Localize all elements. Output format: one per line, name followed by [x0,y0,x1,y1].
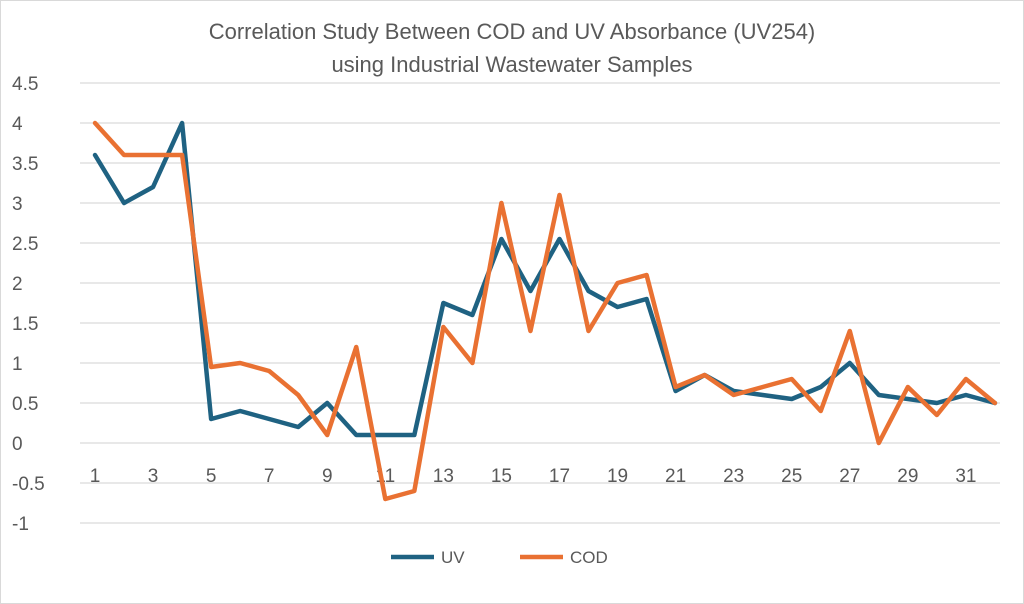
x-tick-label: 13 [433,466,454,487]
x-tick-label: 5 [206,466,217,487]
y-axis-ticks: -1 -0.5 0 0.5 1 1.5 2 2.5 3 3.5 4 4.5 [12,74,45,535]
x-tick-label: 25 [781,466,802,487]
x-tick-label: 15 [491,466,512,487]
x-tick-label: 19 [607,466,628,487]
x-tick-label: 9 [322,466,333,487]
y-tick-label: 0.5 [12,394,38,415]
y-tick-label: 2 [12,274,23,295]
y-tick-label: -0.5 [12,474,45,495]
gridlines [80,83,1000,523]
y-tick-label: 3 [12,194,23,215]
x-tick-label: 29 [897,466,918,487]
x-tick-label: 31 [955,466,976,487]
x-tick-label: 3 [148,466,159,487]
line-chart: Correlation Study Between COD and UV Abs… [0,0,1024,604]
x-tick-label: 27 [839,466,860,487]
x-tick-label: 23 [723,466,744,487]
x-tick-label: 21 [665,466,686,487]
y-tick-label: 0 [12,434,23,455]
chart-subtitle: using Industrial Wastewater Samples [331,52,692,77]
chart-title: Correlation Study Between COD and UV Abs… [209,19,816,44]
y-tick-label: 3.5 [12,154,38,175]
y-tick-label: 4 [12,114,23,135]
legend: UV COD [391,548,608,567]
y-tick-label: 1 [12,354,23,375]
legend-label-cod: COD [570,548,608,567]
series-line-uv [95,123,995,435]
legend-label-uv: UV [441,548,465,567]
x-axis-ticks: 1 3 5 7 9 11 13 15 17 19 21 23 25 27 29 31 [90,466,977,487]
y-tick-label: 2.5 [12,234,38,255]
y-tick-label: 1.5 [12,314,38,335]
y-tick-label: 4.5 [12,74,38,95]
y-tick-label: -1 [12,514,29,535]
x-tick-label: 17 [549,466,570,487]
x-tick-label: 7 [264,466,275,487]
x-tick-label: 1 [90,466,101,487]
